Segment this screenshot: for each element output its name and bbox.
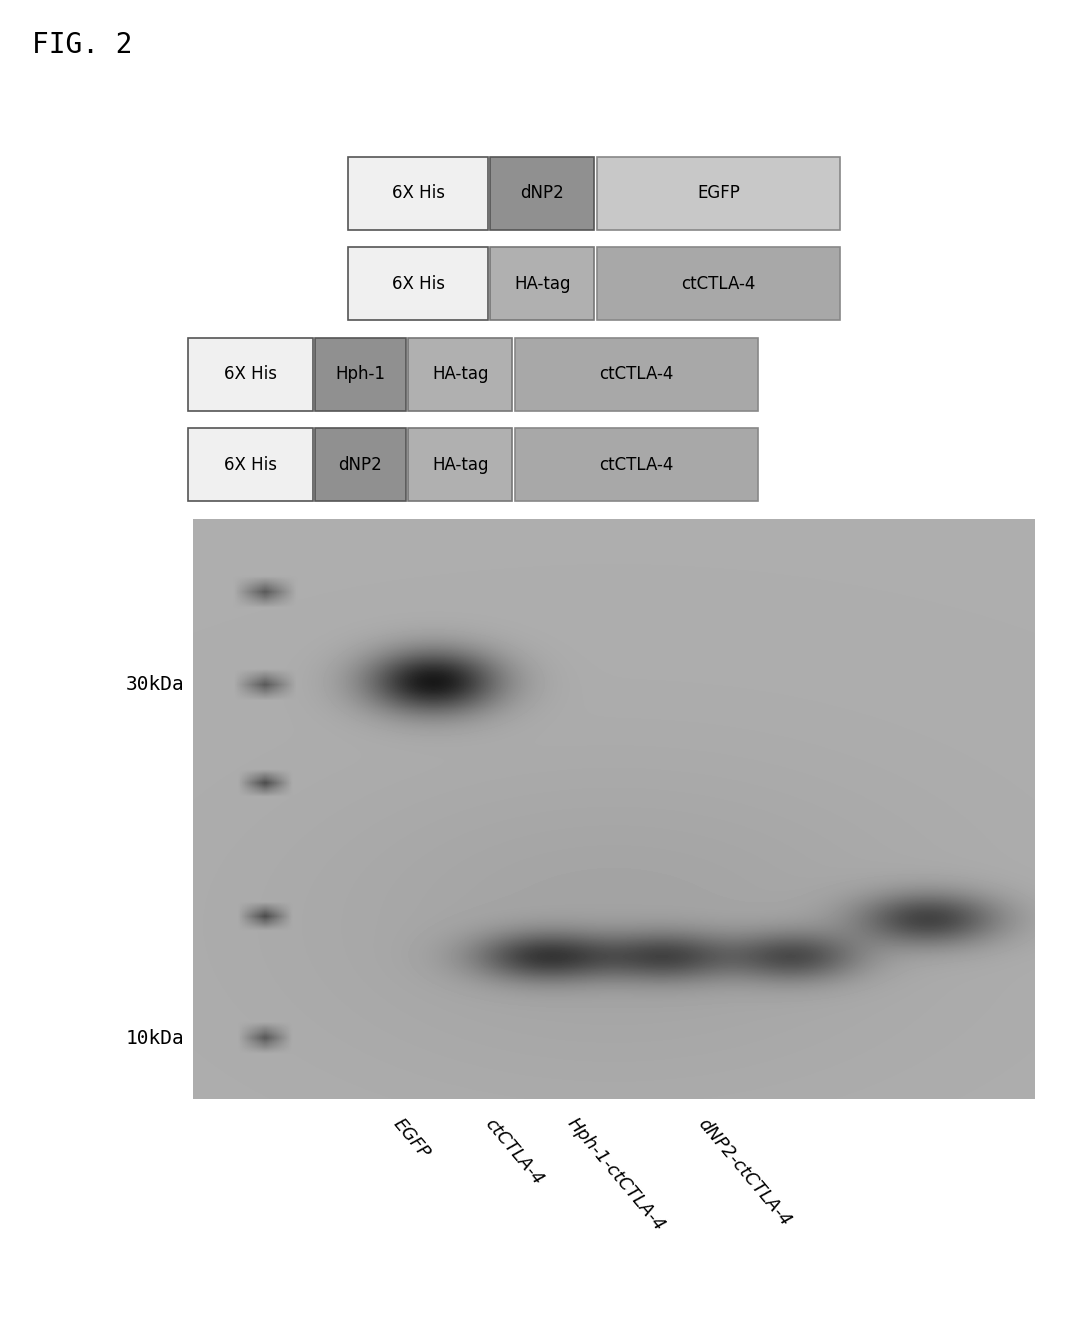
Bar — [348, 246, 488, 320]
Bar — [490, 246, 594, 320]
Bar — [188, 428, 313, 501]
Text: ctCTLA-4: ctCTLA-4 — [682, 274, 756, 293]
Text: Hph-1: Hph-1 — [336, 365, 386, 384]
Bar — [315, 337, 405, 410]
Text: EGFP: EGFP — [697, 184, 740, 202]
Text: 6X His: 6X His — [224, 365, 277, 384]
Text: ctCTLA-4: ctCTLA-4 — [480, 1115, 547, 1188]
Bar — [515, 428, 759, 501]
Bar — [490, 157, 594, 229]
Text: ctCTLA-4: ctCTLA-4 — [599, 365, 673, 384]
Bar — [596, 246, 840, 320]
Bar — [515, 337, 759, 410]
Text: ctCTLA-4: ctCTLA-4 — [599, 456, 673, 474]
Text: dNP2: dNP2 — [520, 184, 564, 202]
Bar — [188, 337, 313, 410]
Bar — [407, 428, 512, 501]
Text: 6X His: 6X His — [224, 456, 277, 474]
Bar — [315, 428, 405, 501]
Text: HA-tag: HA-tag — [432, 456, 489, 474]
Text: 30kDa: 30kDa — [125, 675, 184, 694]
Bar — [348, 157, 488, 229]
Text: dNP2: dNP2 — [339, 456, 383, 474]
Text: dNP2-ctCTLA-4: dNP2-ctCTLA-4 — [695, 1115, 794, 1229]
Text: 6X His: 6X His — [391, 274, 445, 293]
Bar — [596, 157, 840, 229]
Text: HA-tag: HA-tag — [513, 274, 570, 293]
Bar — [407, 337, 512, 410]
Text: EGFP: EGFP — [389, 1115, 433, 1163]
Text: 10kDa: 10kDa — [125, 1028, 184, 1047]
Text: HA-tag: HA-tag — [432, 365, 489, 384]
Text: Hph-1-ctCTLA-4: Hph-1-ctCTLA-4 — [564, 1115, 669, 1235]
Text: FIG. 2: FIG. 2 — [32, 31, 133, 59]
Text: 6X His: 6X His — [391, 184, 445, 202]
